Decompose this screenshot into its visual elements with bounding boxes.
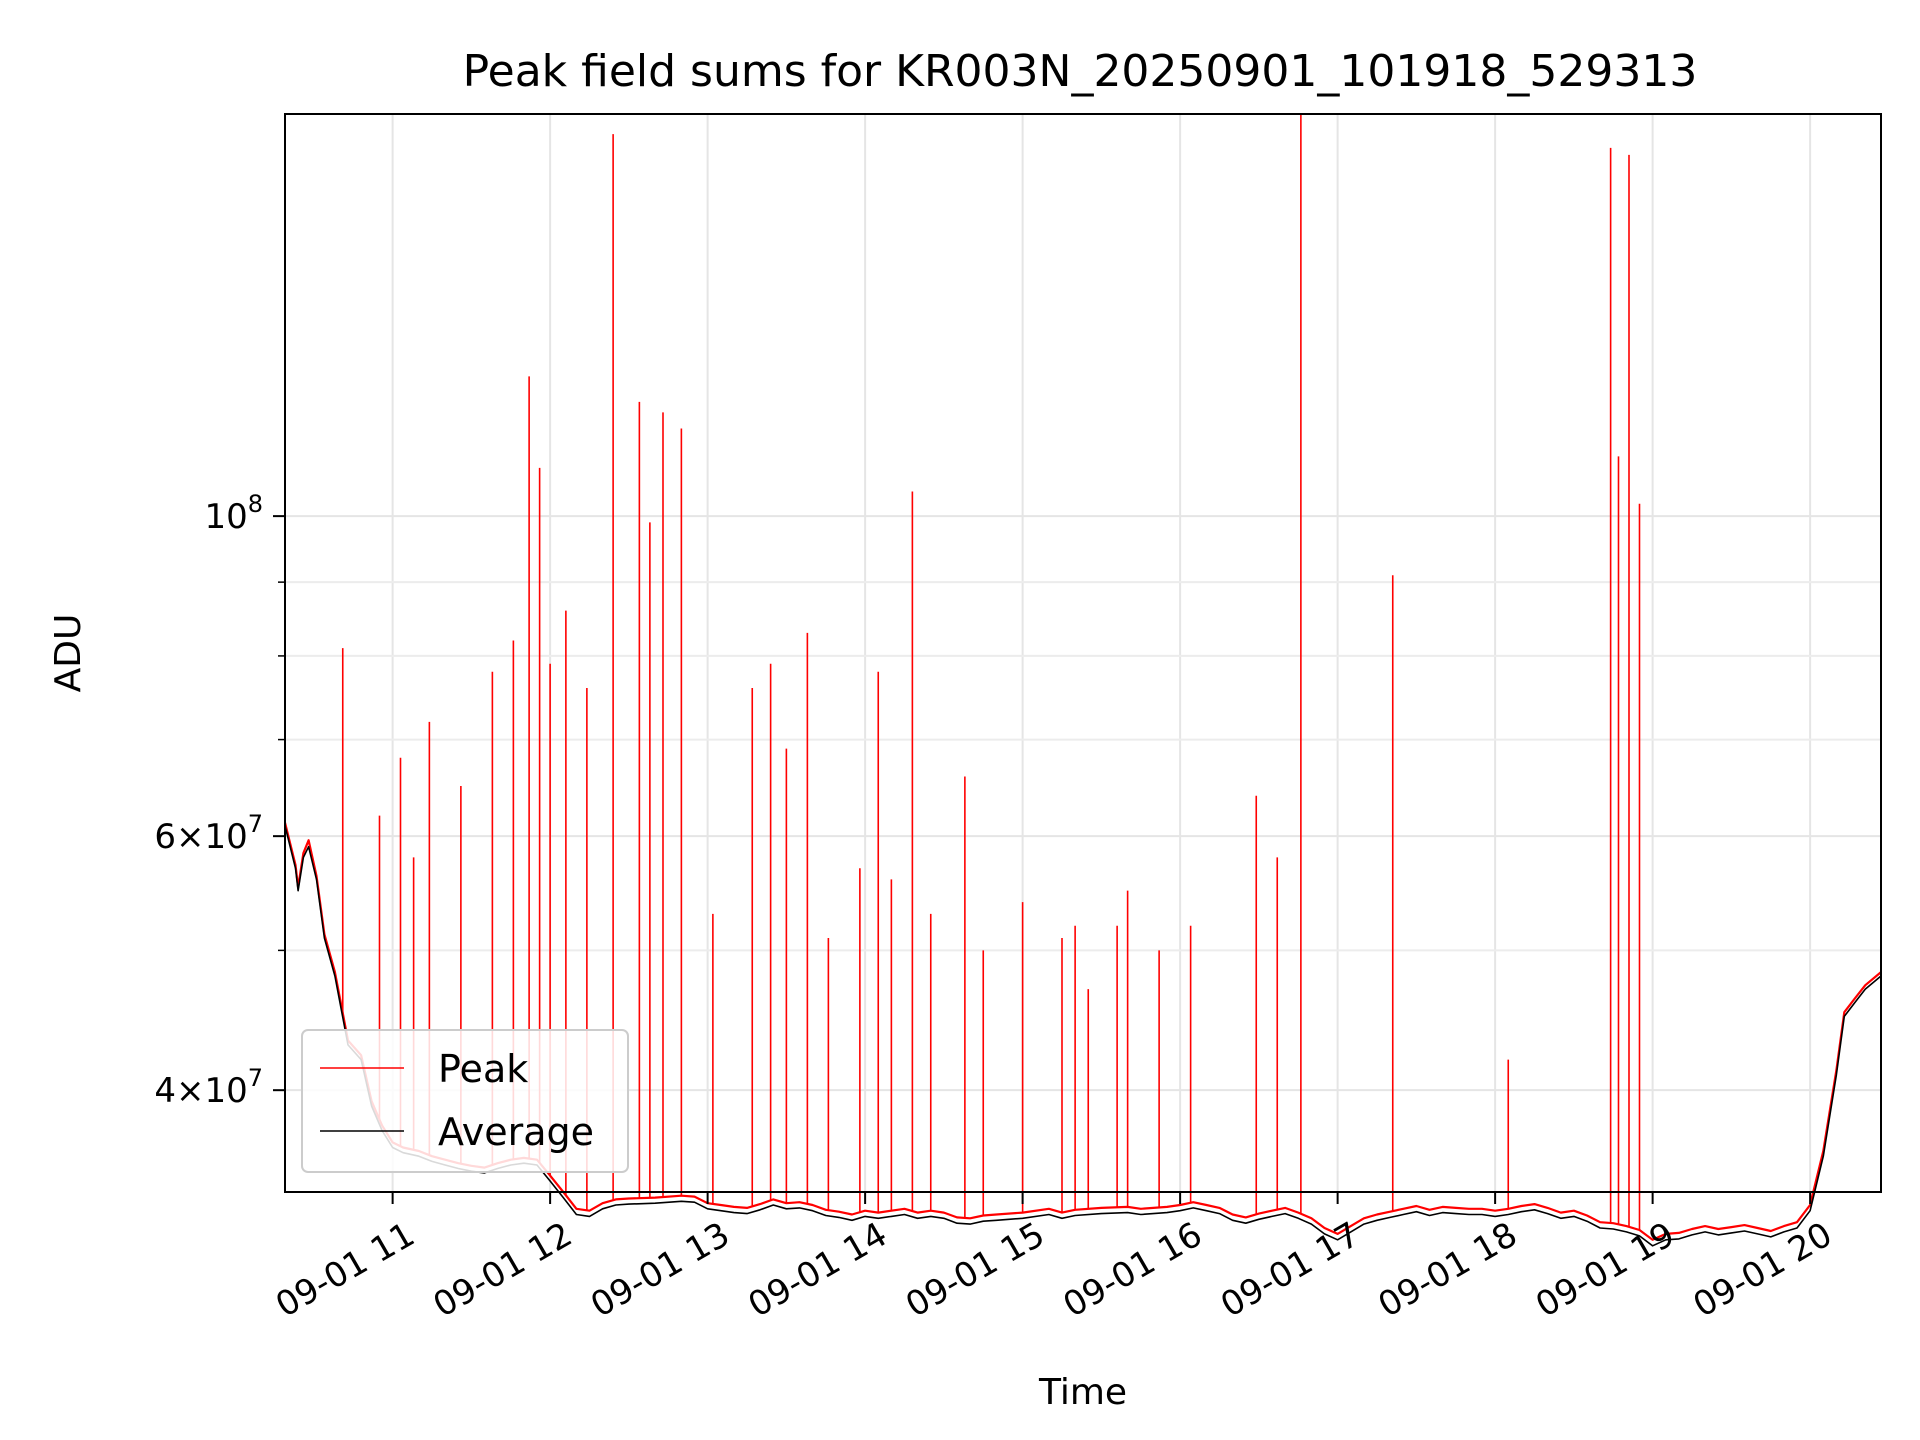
- x-tick-label: 09-01 11: [269, 1215, 421, 1326]
- x-tick-label: 09-01 12: [427, 1215, 579, 1326]
- plot-frame: [284, 113, 1882, 1193]
- grid: [285, 114, 1881, 1192]
- legend-label-peak: Peak: [438, 1047, 528, 1091]
- y-axis: 108 6×107 4×107: [154, 490, 285, 1111]
- legend-label-average: Average: [438, 1110, 594, 1154]
- x-tick-label: 09-01 15: [899, 1215, 1051, 1326]
- x-tick-label: 09-01 18: [1372, 1215, 1524, 1326]
- legend: Peak Average: [301, 1029, 629, 1173]
- y-axis-label: ADU: [48, 614, 89, 693]
- x-tick-label: 09-01 19: [1529, 1215, 1681, 1326]
- y-tick-label: 108: [204, 490, 263, 537]
- x-tick-label: 09-01 17: [1214, 1215, 1366, 1326]
- x-axis: 09-01 11 09-01 12 09-01 13 09-01 14 09-01 15…: [269, 1192, 1839, 1326]
- chart-title: Peak field sums for KR003N_20250901_1019…: [463, 46, 1698, 97]
- plot-area: [283, 114, 1882, 1247]
- x-tick-label: 09-01 13: [584, 1215, 736, 1326]
- x-tick-label: 09-01 16: [1057, 1215, 1209, 1326]
- y-tick-label: 4×107: [154, 1064, 263, 1111]
- x-tick-label: 09-01 20: [1687, 1215, 1839, 1326]
- x-tick-label: 09-01 14: [742, 1215, 894, 1326]
- x-axis-label: Time: [1038, 1372, 1127, 1413]
- legend-box: [301, 1029, 629, 1173]
- y-tick-label: 6×107: [154, 810, 263, 857]
